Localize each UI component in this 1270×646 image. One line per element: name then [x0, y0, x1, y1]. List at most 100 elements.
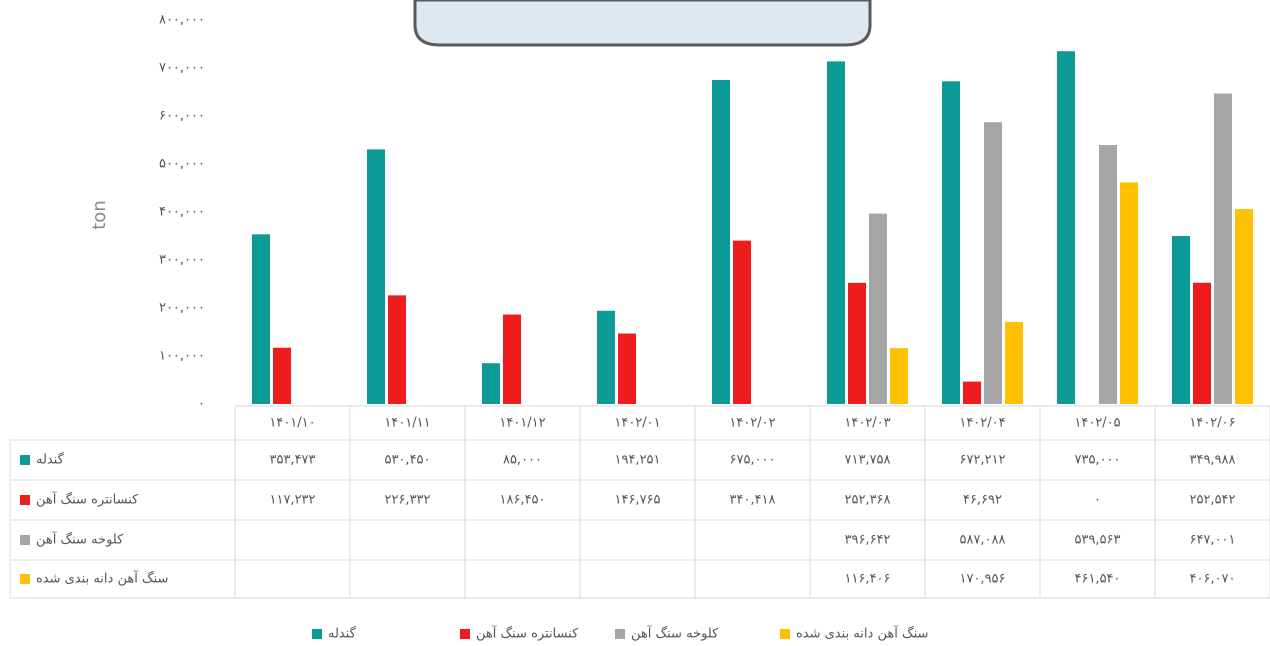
table-cell	[464, 559, 581, 599]
bar	[712, 80, 730, 404]
legend-label: گندله	[328, 626, 357, 642]
bar	[1099, 145, 1117, 404]
table-cell	[349, 519, 466, 561]
legend-label: سنگ آهن دانه بندی شده	[796, 625, 928, 642]
data-label: ۴۶۱,۵۴۰	[1074, 572, 1120, 587]
x-tick-label: ۱۴۰۲/۰۱	[614, 416, 660, 431]
bar	[942, 81, 960, 404]
x-tick-label: ۱۴۰۲/۰۳	[844, 416, 890, 431]
legend-swatch	[460, 629, 470, 639]
legend-swatch	[780, 629, 790, 639]
table-cell	[464, 519, 581, 561]
data-label: ۷۱۳,۷۵۸	[844, 453, 890, 468]
row-label: گندله	[36, 452, 65, 468]
bar	[503, 314, 521, 404]
data-label: ۵۸۷,۰۸۸	[959, 533, 1005, 548]
data-label: ۶۷۲,۲۱۲	[959, 453, 1005, 468]
data-label: ۸۵,۰۰۰	[503, 453, 542, 468]
y-tick-label: ۱۰۰,۰۰۰	[159, 349, 205, 364]
x-tick-label: ۱۴۰۲/۰۲	[729, 416, 775, 431]
bar	[963, 381, 981, 404]
data-label: ۰	[1094, 493, 1101, 508]
bar	[1057, 51, 1075, 404]
y-tick-label: ۳۰۰,۰۰۰	[159, 253, 205, 268]
legend-swatch	[20, 455, 30, 465]
x-tick-label: ۱۴۰۲/۰۶	[1189, 416, 1235, 431]
table-cell	[579, 559, 696, 599]
data-label: ۶۷۵,۰۰۰	[729, 453, 775, 468]
x-tick-label: ۱۴۰۱/۱۱	[384, 416, 430, 431]
data-label: ۱۹۴,۲۵۱	[614, 453, 660, 468]
y-tick-label: ۷۰۰,۰۰۰	[159, 61, 205, 76]
bar	[827, 61, 845, 405]
table-cell	[349, 559, 466, 599]
row-label: کنسانتره سنگ آهن	[36, 491, 139, 508]
data-label: ۴۶,۶۹۲	[963, 493, 1002, 508]
bar	[1005, 321, 1023, 404]
legend-swatch	[20, 495, 30, 505]
data-label: ۲۲۶,۳۳۲	[384, 493, 430, 508]
bar	[1172, 236, 1190, 404]
data-label: ۷۳۵,۰۰۰	[1074, 453, 1120, 468]
x-tick-label: ۱۴۰۲/۰۴	[959, 416, 1005, 431]
legend-swatch	[312, 629, 322, 639]
title-banner	[413, 0, 872, 47]
data-label: ۵۳۰,۴۵۰	[384, 453, 430, 468]
data-label: ۴۰۶,۰۷۰	[1189, 572, 1235, 587]
bar	[273, 347, 291, 404]
bar	[597, 310, 615, 404]
bar	[618, 333, 636, 404]
y-tick-label: ۰	[198, 397, 205, 412]
bar	[848, 282, 866, 404]
data-label: ۵۳۹,۵۶۳	[1074, 533, 1120, 548]
table-cell	[579, 519, 696, 561]
y-axis-label: ton	[89, 200, 110, 229]
data-label: ۲۵۲,۳۶۸	[844, 493, 890, 508]
data-label: ۲۵۲,۵۴۲	[1189, 493, 1235, 508]
legend-swatch	[20, 535, 30, 545]
data-label: ۱۸۶,۴۵۰	[499, 493, 545, 508]
y-tick-label: ۸۰۰,۰۰۰	[159, 13, 205, 28]
data-label: ۱۴۶,۷۶۵	[614, 493, 660, 508]
data-label: ۳۵۳,۴۷۳	[269, 453, 315, 468]
bar	[1193, 282, 1211, 404]
legend-label: کنسانتره سنگ آهن	[476, 625, 579, 642]
row-label: سنگ آهن دانه بندی شده	[36, 570, 168, 587]
bar	[1235, 209, 1253, 404]
legend-swatch	[20, 574, 30, 584]
row-label: کلوخه سنگ آهن	[36, 531, 124, 548]
y-tick-label: ۲۰۰,۰۰۰	[159, 301, 205, 316]
y-tick-label: ۶۰۰,۰۰۰	[159, 109, 205, 124]
bar	[890, 348, 908, 404]
data-label: ۶۴۷,۰۰۱	[1189, 533, 1235, 548]
table-cell	[694, 519, 811, 561]
bar	[252, 234, 270, 404]
data-label: ۱۱۶,۴۰۶	[844, 572, 890, 587]
table-cell	[694, 559, 811, 599]
table-cell	[234, 559, 351, 599]
legend-swatch	[615, 629, 625, 639]
legend-label: کلوخه سنگ آهن	[631, 625, 719, 642]
x-tick-label: ۱۴۰۱/۱۲	[499, 416, 545, 431]
data-label: ۳۹۶,۶۴۲	[844, 533, 890, 548]
table-cell	[234, 519, 351, 561]
data-label: ۳۴۹,۹۸۸	[1189, 453, 1235, 468]
bar	[1120, 182, 1138, 404]
bar	[733, 240, 751, 404]
data-label: ۳۴۰,۴۱۸	[729, 493, 775, 508]
table-cell	[9, 559, 236, 599]
data-label: ۱۱۷,۲۳۲	[269, 493, 315, 508]
bar	[367, 149, 385, 404]
x-tick-label: ۱۴۰۲/۰۵	[1074, 416, 1120, 431]
bar	[388, 295, 406, 404]
bar	[1214, 93, 1232, 405]
table-cell	[1154, 559, 1270, 599]
y-tick-label: ۴۰۰,۰۰۰	[159, 205, 205, 220]
x-tick-label: ۱۴۰۱/۱۰	[269, 416, 315, 431]
bar	[869, 213, 887, 404]
bar	[984, 122, 1002, 405]
bar	[482, 363, 500, 404]
data-label: ۱۷۰,۹۵۶	[959, 572, 1005, 587]
y-tick-label: ۵۰۰,۰۰۰	[159, 157, 205, 172]
